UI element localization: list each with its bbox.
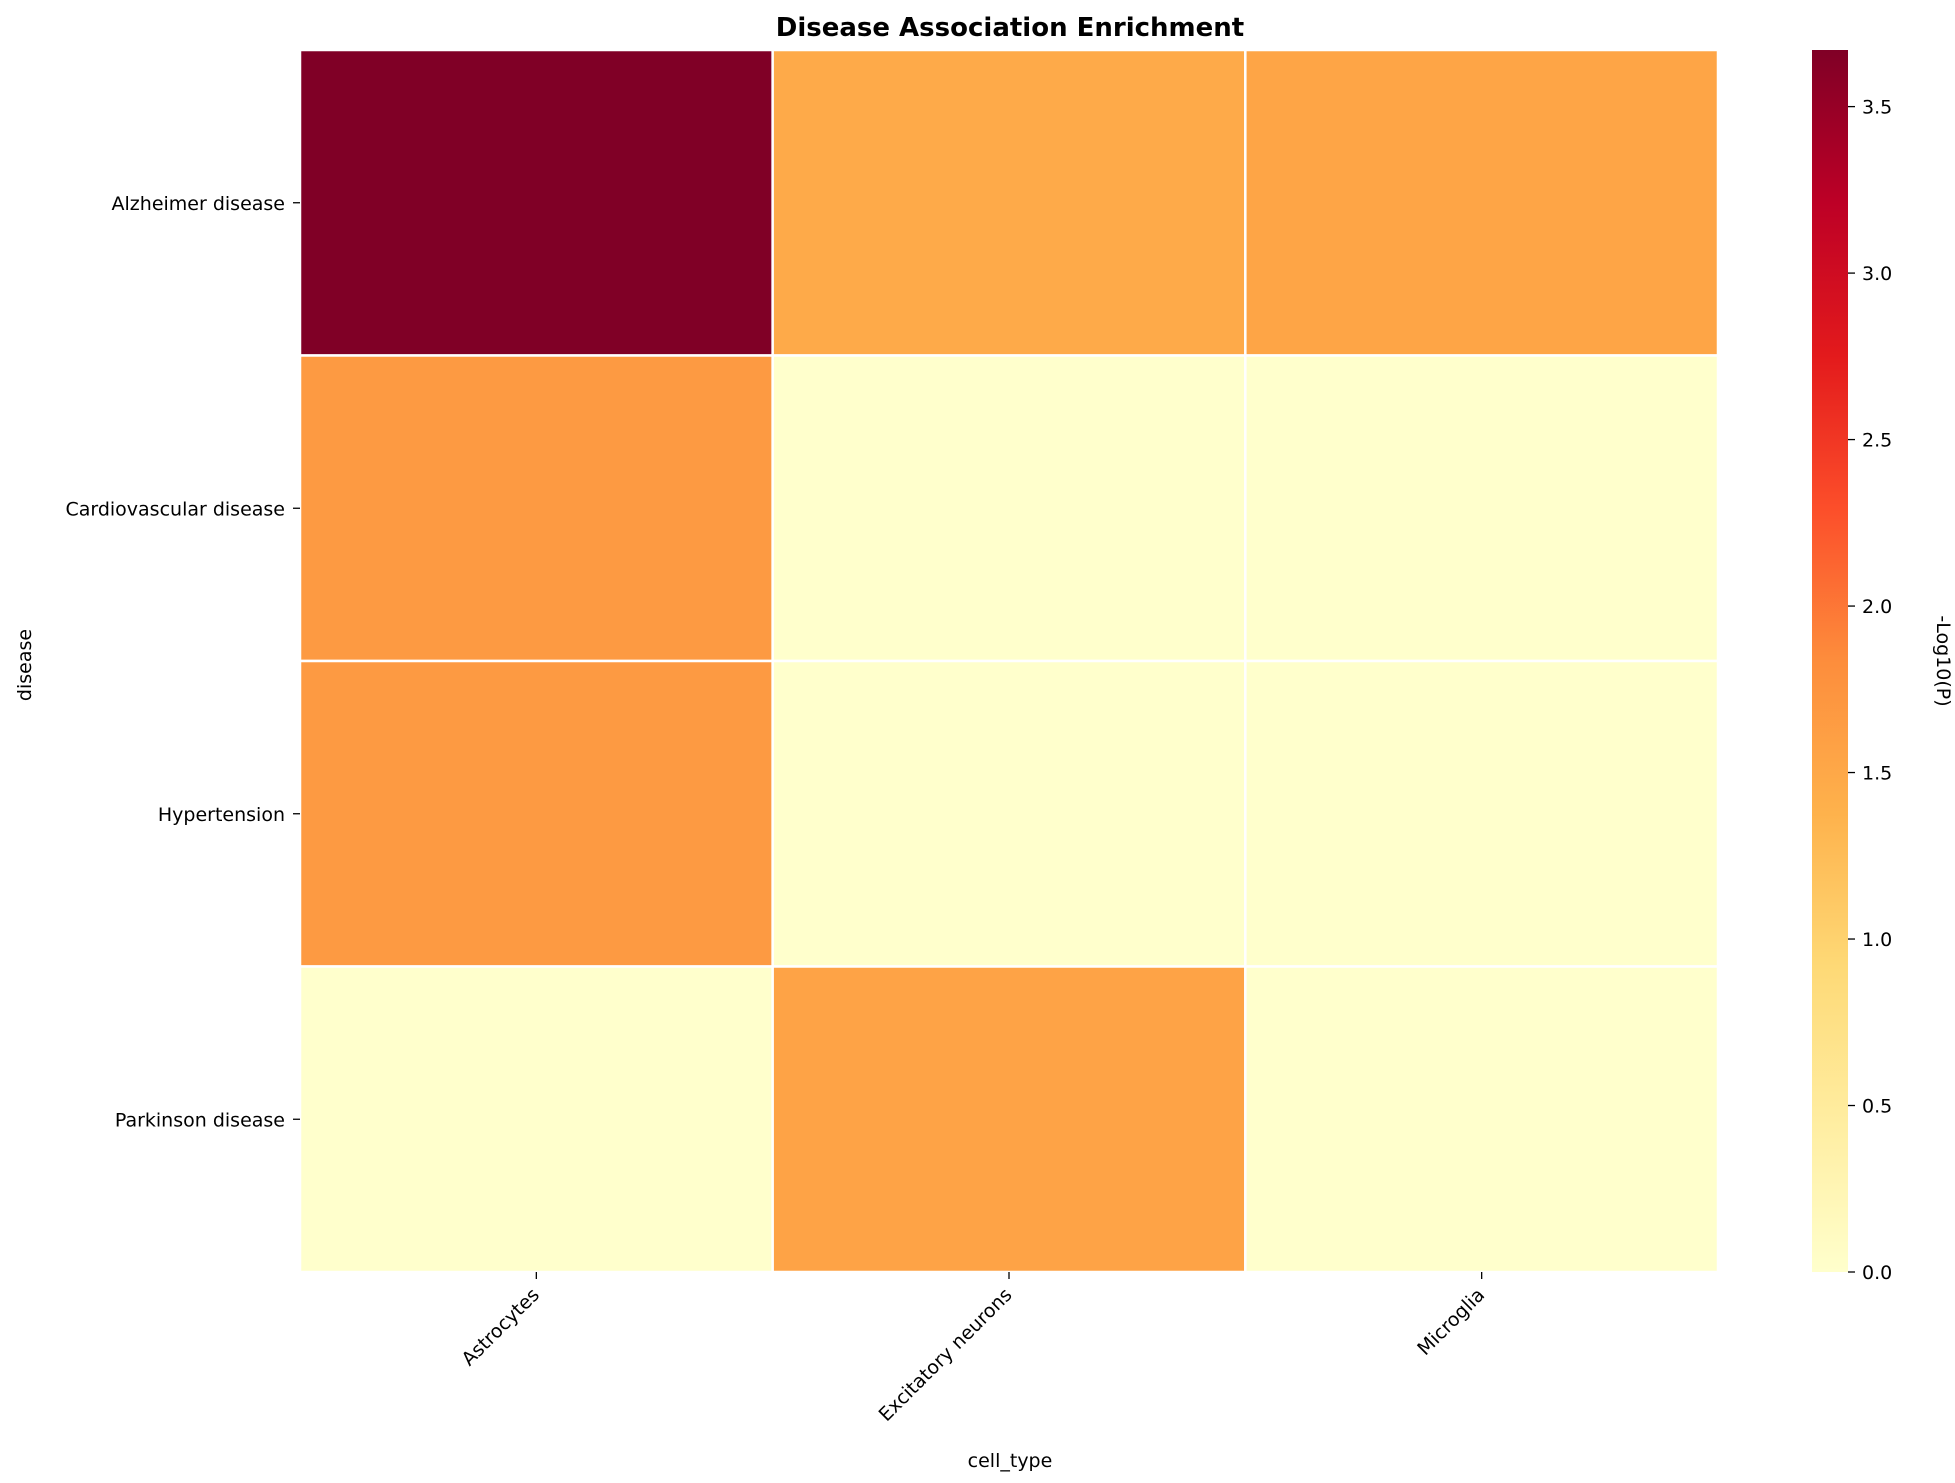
heatmap-cell — [771, 354, 1247, 663]
heatmap-cell — [771, 659, 1247, 968]
colorbar-tick-label: 0.5 — [1862, 1096, 1892, 1118]
heatmap-cell — [298, 354, 774, 663]
colorbar-tick-label: 0.0 — [1862, 1262, 1892, 1284]
colorbar-tick-label: 2.0 — [1862, 596, 1892, 618]
heatmap-cell — [771, 48, 1247, 357]
heatmap-cell — [771, 965, 1247, 1274]
heatmap-cell — [1244, 48, 1720, 357]
colorbar-tick-label: 1.5 — [1862, 763, 1892, 785]
heatmap-cell — [298, 965, 774, 1274]
x-axis-ticks: Astrocytes Excitatory neurons Microglia — [458, 1272, 1489, 1426]
y-axis-ticks: Alzheimer disease Cardiovascular disease H… — [65, 193, 300, 1131]
heatmap-cell — [298, 48, 774, 357]
colorbar-tick-label: 3.0 — [1862, 263, 1892, 285]
colorbar-ticks: 0.0 0.5 1.0 1.5 2.0 2.5 3.0 3.5 — [1848, 97, 1892, 1284]
heatmap-cell — [1244, 354, 1720, 663]
x-tick-label: Astrocytes — [458, 1284, 544, 1370]
colorbar-tick-label: 1.0 — [1862, 929, 1892, 951]
y-axis-label: disease — [14, 629, 36, 701]
y-tick-label: Cardiovascular disease — [65, 498, 285, 520]
colorbar-tick-label: 2.5 — [1862, 430, 1892, 452]
heatmap-cells — [298, 48, 1720, 1274]
y-tick-label: Parkinson disease — [115, 1109, 285, 1131]
heatmap-cell — [298, 659, 774, 968]
colorbar-gradient — [1812, 50, 1848, 1272]
heatmap-cell — [1244, 965, 1720, 1274]
colorbar-label: -Log10(P) — [1932, 615, 1954, 706]
heatmap-cell — [1244, 659, 1720, 968]
x-tick-label: Microglia — [1413, 1284, 1489, 1360]
colorbar: 0.0 0.5 1.0 1.5 2.0 2.5 3.0 3.5 -Log10(P) — [1812, 50, 1954, 1284]
colorbar-tick-label: 3.5 — [1862, 97, 1892, 119]
x-tick-label: Excitatory neurons — [875, 1284, 1017, 1426]
y-tick-label: Hypertension — [158, 804, 285, 826]
y-tick-label: Alzheimer disease — [112, 193, 285, 215]
x-axis-label: cell_type — [968, 1450, 1053, 1472]
chart-title: Disease Association Enrichment — [776, 13, 1244, 43]
